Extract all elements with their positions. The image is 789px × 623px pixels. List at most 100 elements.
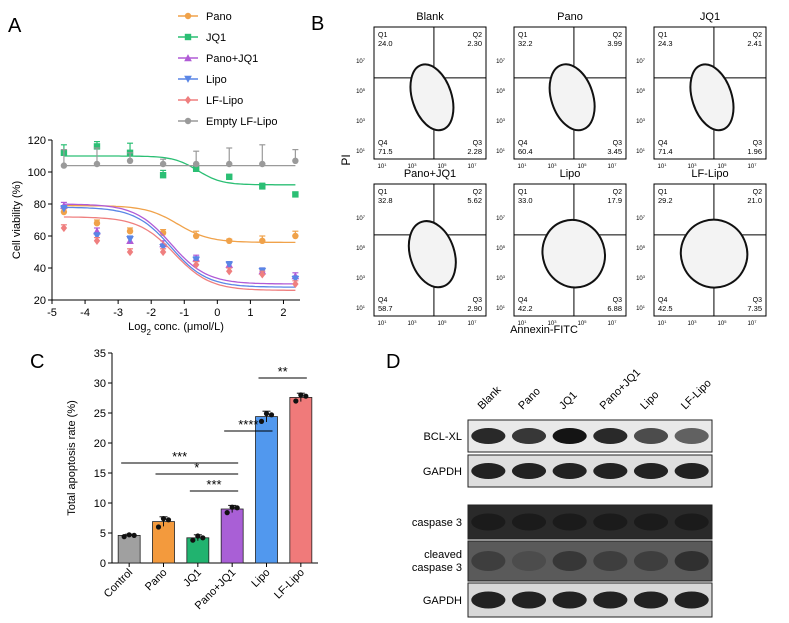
flow-x-tick-exp: 1	[664, 162, 667, 167]
flow-x-tick-label: 105	[438, 319, 448, 328]
replicate-point	[293, 398, 299, 404]
flow-y-tick-label: 105	[356, 244, 366, 253]
y-tick-label: 15	[94, 468, 106, 480]
protein-band	[593, 428, 628, 444]
flow-y-tick-label: 101	[636, 304, 646, 313]
replicate-point	[126, 532, 132, 538]
quadrant-label: Q3	[753, 140, 762, 147]
blot-bcl-xl: BCL-XL	[423, 419, 713, 453]
flow-y-tick-label: 107	[496, 214, 506, 223]
protein-band	[511, 463, 547, 479]
flow-x-tick-label: 107	[748, 319, 758, 328]
flow-x-tick-label: 103	[548, 319, 558, 328]
bar	[117, 535, 141, 564]
blot-label: GAPDH	[423, 466, 462, 478]
series-empty-lf-lipo	[60, 144, 299, 169]
protein-band	[674, 551, 709, 571]
data-point	[226, 267, 233, 276]
blot-gapdh: GAPDH	[423, 454, 713, 488]
flow-x-tick-label: 107	[608, 319, 618, 328]
flow-y-tick-label: 103	[356, 117, 366, 126]
significance-label: *	[194, 460, 199, 475]
quadrant-value: 7.35	[747, 304, 762, 313]
flow-x-tick-label: 101	[658, 319, 668, 328]
flow-x-tick-exp: 3	[554, 319, 557, 324]
flow-y-tick-exp: 1	[363, 304, 366, 309]
x-axis-label: Log2 conc. (μmol/L)	[128, 321, 224, 337]
flow-x-tick-label: 103	[548, 162, 558, 171]
data-point	[93, 232, 101, 240]
blot-membrane	[467, 419, 713, 453]
replicate-point	[121, 534, 127, 540]
protein-band	[633, 551, 669, 571]
flow-x-tick-label: 101	[378, 162, 388, 171]
quadrant-value: 29.2	[658, 196, 673, 205]
replicate-point	[165, 517, 172, 523]
quadrant-value: 71.4	[658, 147, 673, 156]
protein-band	[674, 428, 709, 444]
data-point	[159, 172, 167, 179]
legend-label: Pano+JQ1	[206, 53, 258, 65]
series-lf-lipo	[60, 216, 299, 291]
quadrant-value: 33.0	[518, 196, 533, 205]
quadrant-value: 32.8	[378, 196, 393, 205]
quadrant-value: 2.90	[467, 304, 482, 313]
replicate-point	[263, 411, 270, 417]
data-point	[126, 228, 134, 235]
bar-group-pano: Pano	[143, 516, 175, 593]
flow-x-tick-label: 105	[438, 162, 448, 171]
quadrant-value: 17.9	[607, 196, 622, 205]
blot-membrane	[467, 504, 713, 540]
quadrant-value: 60.4	[518, 147, 533, 156]
bar-group-control: Control	[102, 532, 141, 600]
y-axis-label: Total apoptosis rate (%)	[66, 400, 78, 516]
blot-label: caspase 3	[412, 517, 462, 529]
data-point	[259, 237, 266, 244]
quadrant-label: Q4	[518, 297, 527, 304]
quadrant-label: Q1	[518, 189, 527, 196]
replicate-point	[190, 537, 196, 543]
quadrant-label: Q4	[658, 140, 667, 147]
protein-band	[471, 591, 506, 609]
data-point	[93, 160, 101, 168]
blot-membrane	[467, 582, 713, 618]
quadrant-label: Q2	[753, 32, 762, 39]
x-axis-label-part: Log	[128, 321, 146, 333]
fit-curve	[63, 155, 296, 186]
density-contour	[689, 63, 735, 132]
quadrant-label: Q2	[753, 189, 762, 196]
flow-x-tick-exp: 1	[524, 319, 527, 324]
flow-y-tick-exp: 5	[643, 244, 646, 249]
x-tick-label: 2	[280, 307, 286, 319]
flow-y-tick-exp: 1	[363, 147, 366, 152]
flow-x-tick-exp: 5	[584, 319, 587, 324]
flow-y-tick-exp: 5	[643, 87, 646, 92]
flow-x-tick-exp: 3	[414, 162, 417, 167]
quadrant-label: Q4	[378, 140, 387, 147]
protein-band	[633, 591, 669, 609]
data-point	[259, 270, 266, 279]
density-contour	[541, 219, 606, 289]
flow-y-tick-exp: 7	[363, 214, 366, 219]
panel-b-flow-cytometry: PI Annexin-FITC Blank 101 101 103 103 105 105 107…	[339, 11, 767, 336]
protein-band	[471, 551, 506, 571]
blot-label: GAPDH	[423, 595, 462, 607]
flow-x-tick-exp: 1	[524, 162, 527, 167]
data-point	[126, 157, 134, 164]
lane-label: Pano+JQ1	[598, 367, 643, 412]
data-point	[126, 236, 134, 244]
quadrant-value: 2.41	[747, 39, 762, 48]
protein-band	[674, 463, 709, 479]
y-tick-label: 80	[34, 199, 46, 211]
quadrant-value: 71.5	[378, 147, 393, 156]
x-axis-label-part: conc. (μmol/L)	[151, 321, 224, 333]
y-tick-label: 120	[28, 135, 46, 147]
density-contour	[409, 63, 455, 132]
significance-label: **	[278, 364, 288, 379]
data-point	[93, 143, 101, 150]
